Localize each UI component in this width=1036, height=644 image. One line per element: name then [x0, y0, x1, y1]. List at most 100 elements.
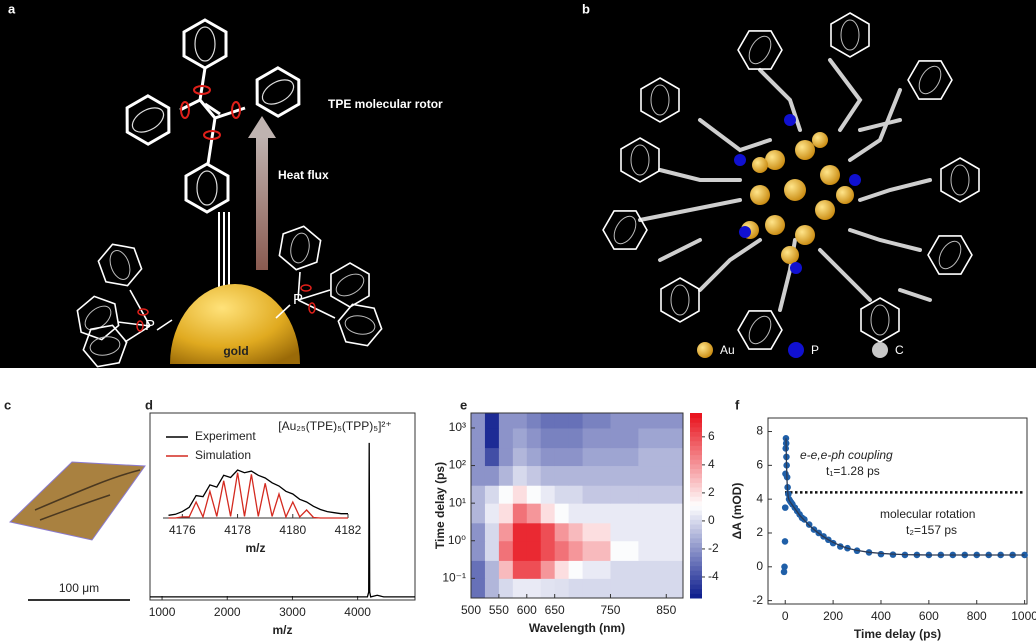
heatmap-cell — [610, 503, 639, 524]
annotation: t₁=1.28 ps — [826, 464, 880, 478]
heatmap-cell — [484, 465, 500, 486]
y-axis-label: ΔA (mOD) — [730, 483, 744, 540]
colorbar-segment — [690, 431, 702, 437]
legend-marker — [788, 342, 804, 358]
heatmap-cell — [568, 522, 584, 542]
panel-label: e — [460, 397, 467, 412]
legend-marker — [697, 342, 713, 358]
heatmap-cell — [582, 413, 611, 429]
heatmap-cell — [554, 465, 570, 486]
x-tick-label: 4178 — [224, 523, 251, 537]
crystal-image — [8, 461, 146, 541]
heatmap-cell — [526, 578, 542, 599]
heatmap-cell — [526, 522, 542, 542]
heatmap-cell — [610, 578, 639, 599]
heatmap-cell — [512, 503, 528, 524]
rotor-ring — [180, 101, 190, 119]
colorbar-tick-label: 0 — [708, 513, 715, 527]
heatmap-cell — [568, 413, 584, 429]
rotor-ring — [136, 320, 144, 332]
legend-label: Simulation — [195, 448, 251, 462]
y-tick-label: 6 — [756, 458, 763, 472]
colorbar-segment — [690, 450, 702, 456]
heatmap-cell — [554, 427, 570, 449]
heatmap-cell — [638, 560, 684, 579]
y-tick-label: 10³ — [449, 420, 466, 434]
heatmap-cell — [582, 485, 611, 504]
y-tick-label: 8 — [756, 424, 763, 438]
heatmap-cell — [471, 560, 486, 579]
colorbar-tick-label: 6 — [708, 429, 715, 443]
heatmap-cell — [512, 522, 528, 542]
x-tick-label: 550 — [489, 603, 509, 617]
heatmap-cell — [471, 447, 486, 467]
x-tick-label: 4000 — [344, 605, 371, 619]
heatmap-cell — [582, 560, 611, 579]
heatmap-cell — [498, 578, 514, 599]
heatmap-cell — [638, 522, 684, 542]
x-tick-label: 4180 — [279, 523, 306, 537]
heatmap-cell — [568, 485, 584, 504]
heatmap-cell — [610, 540, 639, 561]
y-tick-label: -2 — [752, 593, 763, 607]
heatmap-cell — [484, 560, 500, 579]
x-tick-label: 800 — [967, 609, 987, 623]
heatmap-cell — [540, 503, 556, 524]
x-tick-label: 4176 — [169, 523, 196, 537]
heatmap-cell — [554, 560, 570, 579]
y-tick-label: 10⁰ — [448, 533, 466, 547]
heatmap-cell — [568, 503, 584, 524]
rotor-label: TPE molecular rotor — [328, 97, 443, 111]
heatmap-cell — [471, 413, 486, 429]
colorbar-segment — [690, 426, 702, 432]
heatmap-cell — [610, 427, 639, 449]
heat-label: Heat flux — [278, 168, 329, 182]
y-tick-label: 4 — [756, 491, 763, 505]
heatmap-cell — [638, 413, 684, 429]
heatmap-cell — [638, 503, 684, 524]
x-axis-label: Time delay (ps) — [854, 627, 941, 641]
colorbar-segment — [690, 547, 702, 553]
heatmap-cell — [568, 427, 584, 449]
heatmap-cell — [554, 413, 570, 429]
heatmap-cell — [554, 447, 570, 467]
heat-arrow — [256, 136, 268, 270]
heatmap-cell — [526, 413, 542, 429]
series-line — [168, 469, 348, 516]
heatmap-cell — [471, 485, 486, 504]
colorbar-segment — [690, 491, 702, 497]
heatmap-cell — [512, 427, 528, 449]
colorbar-segment — [690, 574, 702, 580]
plot-frame — [767, 417, 1028, 605]
heatmap-cell — [526, 540, 542, 561]
panel-c: c 100 μm — [4, 397, 146, 601]
colorbar-segment — [690, 524, 702, 530]
heatmap-cell — [568, 465, 584, 486]
gold-core — [741, 132, 854, 264]
data-point — [877, 550, 885, 558]
x-tick-label: 0 — [782, 609, 789, 623]
colorbar-segment — [690, 463, 702, 469]
colorbar-segment — [690, 422, 702, 428]
series-line — [168, 472, 348, 519]
heatmap-cell — [554, 522, 570, 542]
heatmap-cell — [582, 503, 611, 524]
colorbar-segment — [690, 561, 702, 567]
fit-line — [785, 438, 1025, 556]
y-tick-label: 10⁻¹ — [442, 571, 466, 585]
heatmap-cell — [498, 427, 514, 449]
heatmap-cell — [471, 540, 486, 561]
colorbar-segment — [690, 579, 702, 585]
colorbar-tick-label: -2 — [708, 541, 719, 555]
heatmap-cell — [582, 540, 611, 561]
phosphorus-atoms — [734, 114, 861, 274]
heatmap-cell — [512, 485, 528, 504]
rotor-ring — [203, 130, 221, 140]
data-point — [781, 563, 788, 571]
rotor-ring — [193, 85, 211, 95]
crystal-crack — [34, 469, 141, 521]
colorbar-segment — [690, 556, 702, 562]
heatmap-cell — [498, 413, 514, 429]
heatmap-cell — [638, 465, 684, 486]
